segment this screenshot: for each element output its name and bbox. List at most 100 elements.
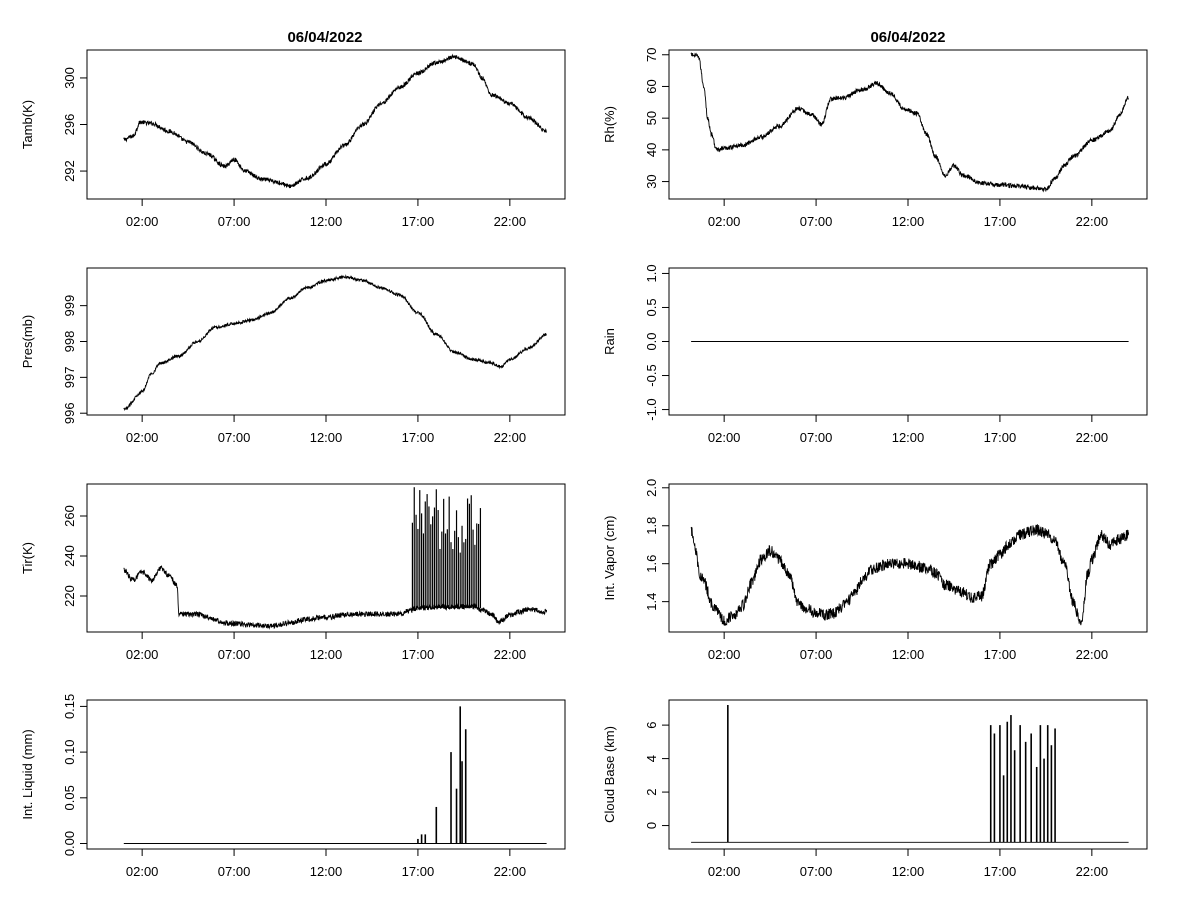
x-tick-label: 17:00 [984, 430, 1017, 445]
panels: 02:00 07:00 12:00 17:00 22:00292296300Tamb(K… [20, 48, 1148, 879]
series-line [123, 565, 548, 630]
y-tick-label: 998 [62, 331, 77, 353]
series-line [123, 274, 547, 411]
y-tick-label: 1.0 [644, 264, 659, 282]
x-tick-label: 22:00 [1076, 647, 1109, 662]
panel-1: 02:00 07:00 12:00 17:00 22:00 292 296 300 Tamb(K… [20, 49, 566, 229]
panel-7: 02:00 07:00 12:00 17:00 22:00 0.00 0.05 0.10 0.1… [20, 694, 566, 879]
y-tick-label: 2.0 [644, 479, 659, 497]
y-tick-label: 999 [62, 295, 77, 317]
y-tick-label: 300 [62, 67, 77, 89]
x-tick-label: 07:00 [800, 214, 833, 229]
y-tick-label: 0.10 [62, 739, 77, 764]
x-tick-label: 02:00 [126, 647, 159, 662]
series-line [690, 524, 1130, 626]
x-tick-label: 17:00 [402, 647, 435, 662]
x-tick-label: 07:00 [218, 430, 251, 445]
y-tick-label: -1.0 [644, 398, 659, 420]
x-tick-label: 17:00 [402, 214, 435, 229]
x-tick-label: 12:00 [892, 647, 925, 662]
y-tick-label: 0.15 [62, 694, 77, 719]
plot-frame [668, 699, 1148, 850]
y-tick-label: 1.8 [644, 517, 659, 535]
x-tick-label: 22:00 [1076, 214, 1109, 229]
y-tick-label: 292 [62, 160, 77, 182]
x-tick-label: 02:00 [126, 430, 159, 445]
plot-frame [668, 49, 1148, 200]
y-tick-label: 0 [644, 822, 659, 829]
x-tick-label: 12:00 [310, 647, 343, 662]
x-tick-label: 17:00 [984, 647, 1017, 662]
y-tick-label: 1.6 [644, 555, 659, 573]
x-tick-label: 17:00 [402, 864, 435, 879]
x-tick-label: 02:00 [708, 430, 741, 445]
y-tick-label: 240 [62, 545, 77, 567]
x-tick-label: 22:00 [1076, 864, 1109, 879]
x-tick-label: 02:00 [708, 864, 741, 879]
panel-4: 02:00 07:00 12:00 17:00 22:00 -1.0 -0.5 0.0 0.5 1… [602, 264, 1148, 445]
y-tick-label: 220 [62, 585, 77, 607]
x-tick-label: 12:00 [310, 214, 343, 229]
y-tick-label: 4 [644, 755, 659, 762]
x-tick-label: 12:00 [892, 864, 925, 879]
y-tick-label: -0.5 [644, 364, 659, 386]
x-tick-label: 12:00 [892, 430, 925, 445]
x-tick-label: 07:00 [800, 430, 833, 445]
y-axis-label: Int. Liquid (mm) [20, 729, 35, 819]
y-tick-label: 996 [62, 402, 77, 424]
y-tick-label: 0.0 [644, 332, 659, 350]
panel-5: 02:00 07:00 12:00 17:00 22:00 220 240 260 Tir(K) [20, 483, 566, 662]
x-tick-label: 17:00 [402, 430, 435, 445]
panel-8: 02:00 07:00 12:00 17:00 22:00 0 2 4 6 Cloud Base … [602, 699, 1148, 879]
y-tick-label: 0.05 [62, 785, 77, 810]
y-tick-label: 6 [644, 721, 659, 728]
x-tick-label: 07:00 [218, 864, 251, 879]
y-tick-label: 40 [644, 143, 659, 157]
x-tick-label: 12:00 [892, 214, 925, 229]
y-axis-label: Tamb(K) [20, 100, 35, 149]
y-tick-label: 0.00 [62, 831, 77, 856]
x-tick-label: 22:00 [494, 864, 527, 879]
chart-title-right: 06/04/2022 [870, 29, 945, 46]
x-tick-label: 22:00 [494, 647, 527, 662]
x-tick-label: 17:00 [984, 864, 1017, 879]
x-tick-label: 07:00 [800, 647, 833, 662]
y-tick-label: 70 [644, 48, 659, 62]
plot-frame [86, 49, 566, 200]
x-tick-label: 02:00 [126, 864, 159, 879]
x-tick-label: 02:00 [126, 214, 159, 229]
y-axis-label: Rain [602, 328, 617, 355]
y-tick-label: 997 [62, 367, 77, 389]
y-tick-label: 60 [644, 79, 659, 93]
y-tick-label: 260 [62, 505, 77, 527]
y-axis-label: Tir(K) [20, 542, 35, 574]
y-tick-label: 1.4 [644, 593, 659, 611]
panel-3: 02:00 07:00 12:00 17:00 22:00 996 997 998 999 Pre… [20, 267, 566, 445]
x-tick-label: 22:00 [494, 214, 527, 229]
plot-frame [86, 267, 566, 416]
x-tick-label: 12:00 [310, 430, 343, 445]
y-tick-label: 50 [644, 111, 659, 125]
chart-title-left: 06/04/2022 [287, 29, 362, 46]
y-tick-label: 0.5 [644, 298, 659, 316]
x-tick-label: 12:00 [310, 864, 343, 879]
x-tick-label: 17:00 [984, 214, 1017, 229]
panel-6: 02:00 07:00 12:00 17:00 22:00 1.4 1.6 1.8 2.0 Int… [602, 479, 1148, 662]
y-tick-label: 296 [62, 114, 77, 136]
plot-frame [86, 483, 566, 633]
series-line [123, 53, 548, 189]
x-tick-label: 07:00 [218, 647, 251, 662]
x-tick-label: 07:00 [218, 214, 251, 229]
y-tick-label: 2 [644, 788, 659, 795]
x-tick-label: 02:00 [708, 647, 741, 662]
y-axis-label: Pres(mb) [20, 315, 35, 368]
y-axis-label: Cloud Base (km) [602, 726, 617, 823]
x-tick-label: 07:00 [800, 864, 833, 879]
y-axis-label: Rh(%) [602, 106, 617, 143]
y-axis-label: Int. Vapor (cm) [602, 515, 617, 600]
series-line [690, 52, 1129, 193]
x-tick-label: 02:00 [708, 214, 741, 229]
panel-2: 02:00 07:00 12:00 17:00 22:00 30 40 50 60 70 Rh(%) [602, 48, 1148, 229]
y-tick-label: 30 [644, 174, 659, 188]
